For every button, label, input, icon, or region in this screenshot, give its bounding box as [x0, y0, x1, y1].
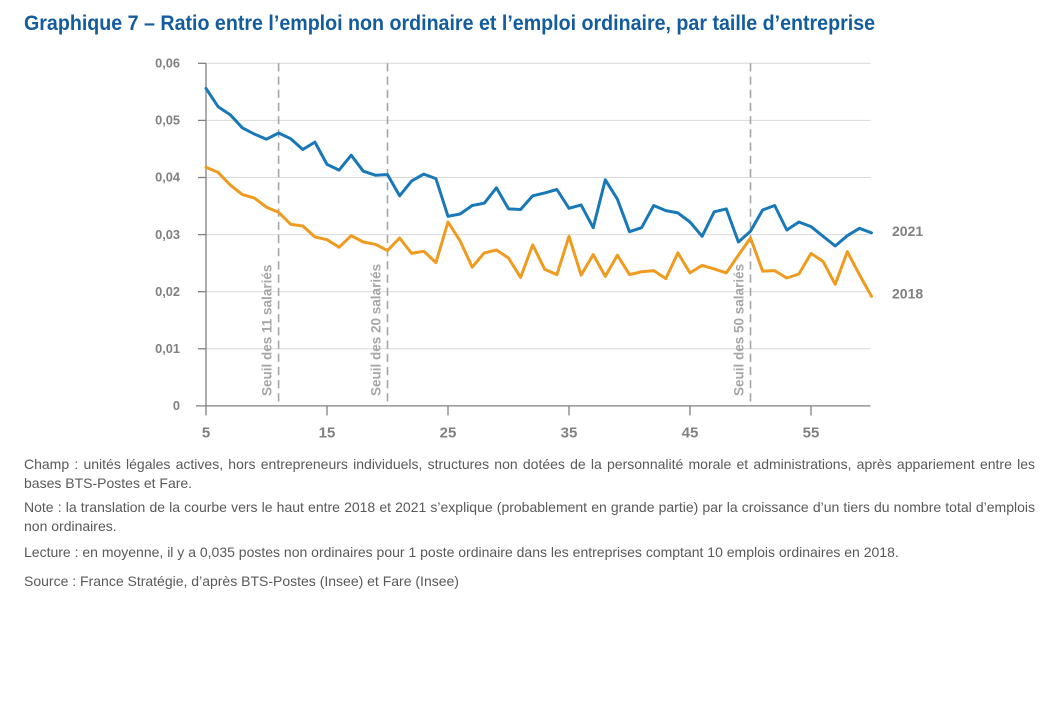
svg-text:0,03: 0,03: [155, 227, 180, 242]
svg-text:0,05: 0,05: [155, 113, 180, 128]
svg-text:0,04: 0,04: [155, 170, 181, 185]
svg-text:0: 0: [173, 398, 180, 413]
svg-text:Seuil des 50 salariés: Seuil des 50 salariés: [732, 264, 747, 396]
svg-text:35: 35: [561, 425, 578, 442]
svg-text:0,02: 0,02: [155, 284, 180, 299]
svg-text:5: 5: [202, 425, 210, 442]
svg-text:45: 45: [682, 425, 699, 442]
svg-text:Seuil des 11 salariés: Seuil des 11 salariés: [260, 265, 275, 396]
svg-text:0,06: 0,06: [155, 56, 180, 71]
svg-text:25: 25: [440, 425, 457, 442]
svg-text:55: 55: [803, 425, 820, 442]
svg-text:2018: 2018: [892, 286, 923, 302]
svg-text:2021: 2021: [892, 223, 923, 239]
svg-text:0,01: 0,01: [155, 341, 180, 356]
svg-text:Seuil des 20 salariés: Seuil des 20 salariés: [369, 264, 384, 396]
svg-text:15: 15: [319, 425, 336, 442]
